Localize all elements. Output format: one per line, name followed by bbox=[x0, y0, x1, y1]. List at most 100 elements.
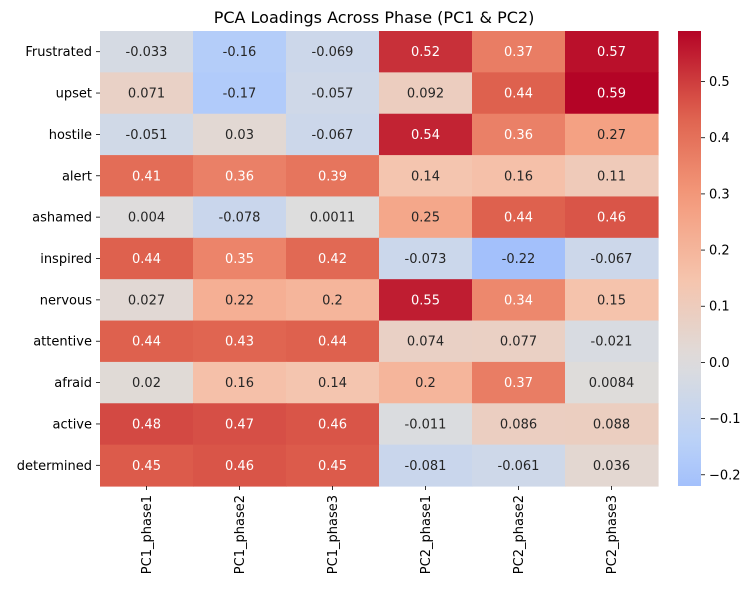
cell-value-label: 0.37 bbox=[504, 376, 533, 391]
cell-value-label: 0.44 bbox=[504, 211, 533, 226]
cell-value-label: 0.46 bbox=[597, 211, 626, 226]
cell-value-label: 0.34 bbox=[504, 293, 533, 308]
heatmap-cell bbox=[472, 196, 566, 239]
cell-value-label: 0.25 bbox=[411, 211, 440, 226]
cell-value-label: 0.46 bbox=[318, 417, 347, 432]
cell-value-label: 0.54 bbox=[411, 128, 440, 143]
heatmap-cell bbox=[379, 361, 473, 404]
heatmap-cell bbox=[379, 72, 473, 115]
heatmap-cell bbox=[565, 31, 659, 73]
x-tick-labels: PC1_phase1 PC1_phase2 PC1_phase3 PC2_phase1… bbox=[140, 486, 620, 574]
cell-value-label: 0.2 bbox=[415, 376, 436, 391]
heatmap-cell bbox=[565, 72, 659, 115]
heatmap-cell bbox=[379, 320, 473, 363]
y-tick-label: upset bbox=[56, 87, 92, 102]
heatmap-cell bbox=[100, 279, 194, 322]
x-tick-label: PC1_phase2 bbox=[233, 495, 248, 574]
heatmap-cells bbox=[100, 31, 659, 487]
cell-value-label: 0.092 bbox=[407, 87, 444, 102]
heatmap-cell bbox=[379, 113, 473, 156]
y-tick-labels: Frustrated upset hostile alert ashamed inspir… bbox=[17, 45, 100, 474]
heatmap-cell bbox=[379, 237, 473, 280]
heatmap-cell bbox=[193, 72, 287, 115]
cell-value-label: -0.078 bbox=[219, 211, 261, 226]
x-tick-label: PC1_phase3 bbox=[326, 495, 341, 574]
cell-value-label: 0.088 bbox=[593, 417, 630, 432]
colorbar-tick-label: 0.0 bbox=[709, 356, 730, 371]
heatmap-cell bbox=[565, 403, 659, 446]
y-tick-label: Frustrated bbox=[25, 45, 92, 60]
x-tick-label: PC1_phase1 bbox=[140, 495, 155, 574]
heatmap-cell bbox=[565, 113, 659, 156]
cell-value-label: 0.45 bbox=[132, 459, 161, 474]
heatmap-cell bbox=[100, 444, 194, 487]
x-tick-label: PC2_phase2 bbox=[512, 495, 527, 574]
x-tick-label: PC2_phase1 bbox=[419, 495, 434, 574]
heatmap-cell bbox=[286, 320, 380, 363]
heatmap-cell bbox=[100, 113, 194, 156]
cell-value-label: 0.2 bbox=[322, 293, 343, 308]
cell-value-label: 0.077 bbox=[500, 335, 537, 350]
cell-value-label: 0.27 bbox=[597, 128, 626, 143]
heatmap-cell bbox=[286, 237, 380, 280]
cell-value-label: -0.067 bbox=[312, 128, 354, 143]
heatmap-cell bbox=[193, 279, 287, 322]
cell-value-label: 0.11 bbox=[597, 169, 626, 184]
heatmap-cell bbox=[565, 361, 659, 404]
y-tick-label: active bbox=[52, 417, 92, 432]
colorbar-tick-label: −0.1 bbox=[709, 412, 741, 427]
heatmap-cell bbox=[100, 155, 194, 198]
heatmap-cell bbox=[472, 320, 566, 363]
y-tick-label: afraid bbox=[54, 376, 92, 391]
heatmap-cell bbox=[286, 403, 380, 446]
cell-value-label: 0.35 bbox=[225, 252, 254, 267]
colorbar-tick-label: 0.5 bbox=[709, 75, 730, 90]
cell-value-label: 0.43 bbox=[225, 335, 254, 350]
cell-value-label: -0.073 bbox=[405, 252, 447, 267]
heatmap-cell bbox=[472, 279, 566, 322]
heatmap-cell bbox=[472, 237, 566, 280]
heatmap-cell bbox=[472, 403, 566, 446]
cell-value-label: 0.44 bbox=[318, 335, 347, 350]
heatmap-cell bbox=[286, 444, 380, 487]
heatmap-cell bbox=[286, 361, 380, 404]
y-tick-label: nervous bbox=[40, 293, 92, 308]
cell-value-label: 0.02 bbox=[132, 376, 161, 391]
heatmap-cell bbox=[193, 403, 287, 446]
x-tick-label: PC2_phase3 bbox=[605, 495, 620, 574]
heatmap-cell bbox=[379, 155, 473, 198]
heatmap-cell bbox=[100, 237, 194, 280]
cell-value-label: -0.067 bbox=[591, 252, 633, 267]
heatmap-cell bbox=[286, 155, 380, 198]
cell-value-label: -0.021 bbox=[591, 335, 633, 350]
cell-value-label: 0.37 bbox=[504, 45, 533, 60]
heatmap-cell bbox=[472, 31, 566, 73]
cell-value-label: 0.004 bbox=[128, 211, 165, 226]
cell-value-label: 0.55 bbox=[411, 293, 440, 308]
y-tick-label: hostile bbox=[49, 128, 92, 143]
heatmap-cell bbox=[100, 196, 194, 239]
heatmap-cell bbox=[472, 361, 566, 404]
heatmap-cell bbox=[472, 113, 566, 156]
cell-value-label: 0.071 bbox=[128, 87, 165, 102]
heatmap-cell bbox=[286, 72, 380, 115]
heatmap-cell bbox=[193, 444, 287, 487]
heatmap-cell bbox=[565, 196, 659, 239]
cell-value-label: 0.027 bbox=[128, 293, 165, 308]
heatmap-cell bbox=[565, 155, 659, 198]
heatmap-cell bbox=[286, 31, 380, 73]
cell-value-label: 0.0084 bbox=[589, 376, 635, 391]
heatmap-cell bbox=[472, 444, 566, 487]
cell-value-label: -0.011 bbox=[405, 417, 447, 432]
cell-value-label: -0.061 bbox=[498, 459, 540, 474]
cell-value-label: -0.051 bbox=[126, 128, 168, 143]
y-tick-label: ashamed bbox=[32, 211, 92, 226]
heatmap-cell bbox=[193, 196, 287, 239]
heatmap-cell bbox=[565, 444, 659, 487]
heatmap-cell bbox=[100, 72, 194, 115]
cell-value-label: 0.36 bbox=[225, 169, 254, 184]
cell-value-label: 0.44 bbox=[132, 335, 161, 350]
cell-value-label: 0.57 bbox=[597, 45, 626, 60]
heatmap-cell bbox=[100, 320, 194, 363]
heatmap-cell bbox=[565, 237, 659, 280]
